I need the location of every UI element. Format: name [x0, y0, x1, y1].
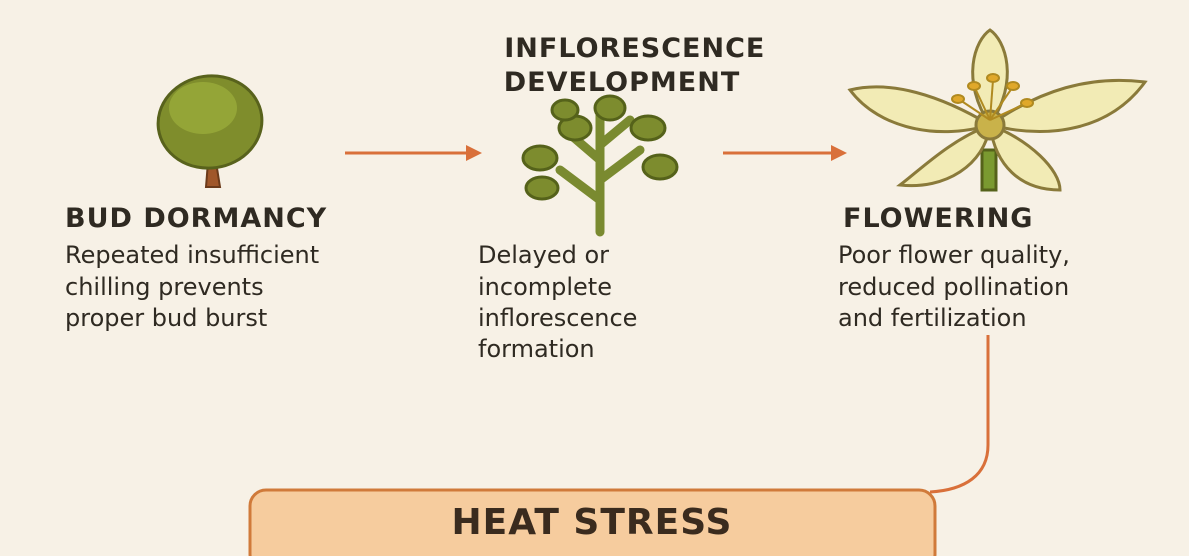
- stage-title: FLOWERING: [843, 203, 1033, 234]
- stage-title: BUD DORMANCY: [65, 203, 327, 234]
- description-line: Delayed or: [478, 241, 609, 269]
- description-line: proper bud burst: [65, 304, 267, 332]
- description-line: formation: [478, 335, 595, 363]
- diagram: BUD DORMANCY Repeated insufficient chill…: [0, 0, 1189, 556]
- description-line: and fertilization: [838, 304, 1027, 332]
- title-line: INFLORESCENCE: [504, 33, 765, 64]
- description-line: reduced pollination: [838, 273, 1069, 301]
- description-line: incomplete: [478, 273, 612, 301]
- description-line: inflorescence: [478, 304, 637, 332]
- description-line: chilling prevents: [65, 273, 264, 301]
- title-line: DEVELOPMENT: [504, 67, 741, 98]
- cause-label: HEAT STRESS: [452, 502, 733, 543]
- description-line: Repeated insufficient: [65, 241, 319, 269]
- description-line: Poor flower quality,: [838, 241, 1070, 269]
